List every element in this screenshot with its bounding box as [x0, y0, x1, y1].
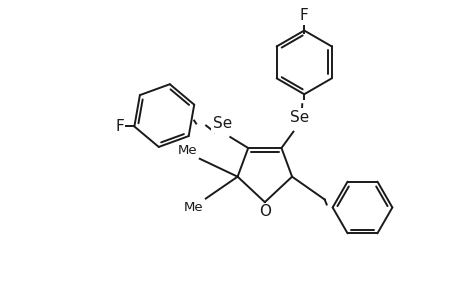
Text: Se: Se	[212, 116, 231, 131]
Text: F: F	[115, 119, 124, 134]
Text: Se: Se	[289, 110, 308, 125]
Text: Me: Me	[178, 144, 197, 157]
Text: Me: Me	[184, 201, 203, 214]
Text: O: O	[258, 204, 270, 219]
Text: F: F	[299, 8, 308, 22]
